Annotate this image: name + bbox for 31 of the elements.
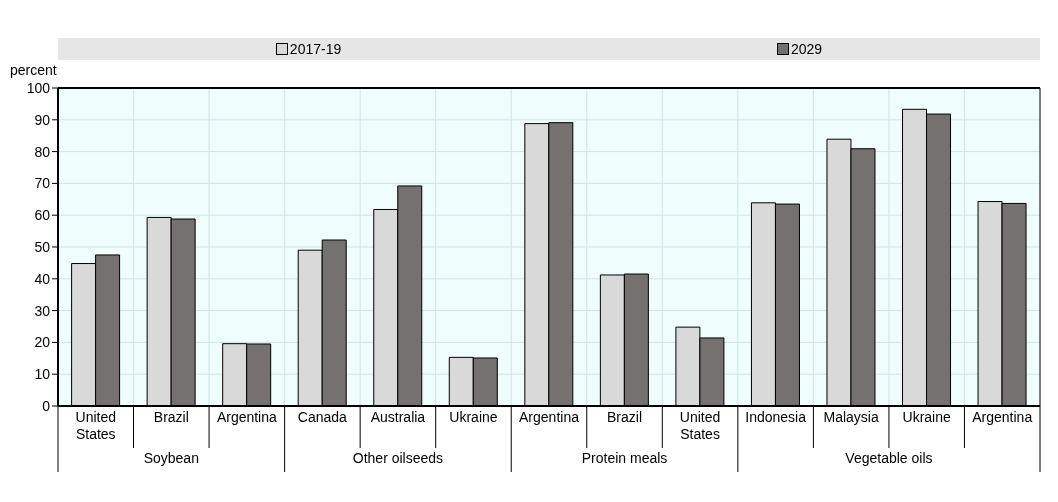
x-tick-label: Australia (370, 409, 426, 425)
x-tick-label: Canada (297, 409, 348, 425)
x-tick-label: United States (75, 409, 116, 442)
y-tick-label: 50 (34, 238, 51, 255)
text: Protein meals (580, 450, 669, 466)
y-tick-label: 70 (34, 175, 51, 192)
legend-label: 2017-19 (289, 41, 342, 57)
x-tick-label: Brazil (153, 409, 189, 425)
y-axis-title: percent (9, 61, 58, 80)
legend-label: 2029 (790, 41, 823, 57)
x-tick-label: Ukraine (902, 409, 952, 425)
y-tick-label: 10 (34, 366, 51, 383)
y-tick-label: 90 (34, 111, 51, 128)
x-tick-label: Argentina (972, 409, 1033, 425)
y-tick-label: 100 (26, 79, 51, 96)
x-tick-label: Malaysia (823, 409, 879, 425)
text: Vegetable oils (844, 450, 934, 466)
x-tick-label: Brazil (607, 409, 643, 425)
y-tick-label: 0 (42, 397, 51, 414)
x-tick-label: Argentina (519, 409, 580, 425)
y-tick-label: 40 (34, 270, 51, 287)
y-tick-label: 20 (34, 334, 51, 351)
text: Other oilseeds (351, 450, 445, 466)
x-tick-label: Indonesia (745, 409, 807, 425)
y-tick-label: 30 (34, 302, 51, 319)
y-tick-label: 80 (34, 143, 51, 160)
x-tick-label: Argentina (216, 409, 278, 425)
y-tick-label: 60 (34, 207, 51, 224)
text: Soybean (142, 450, 200, 466)
x-tick-label: United States (679, 409, 721, 442)
x-tick-label: Ukraine (449, 409, 498, 425)
